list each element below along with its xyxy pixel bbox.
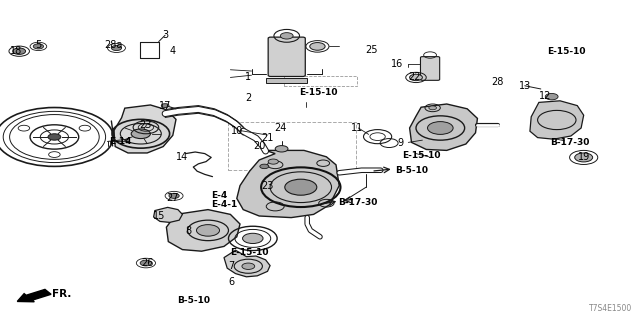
Text: 15: 15 xyxy=(152,211,165,221)
Text: B-17-30: B-17-30 xyxy=(338,198,378,207)
Polygon shape xyxy=(166,210,240,251)
Polygon shape xyxy=(410,104,477,150)
Circle shape xyxy=(169,193,179,198)
Text: 5: 5 xyxy=(35,40,42,51)
Text: E-15-10: E-15-10 xyxy=(300,88,338,97)
Circle shape xyxy=(429,106,436,110)
Text: 21: 21 xyxy=(261,133,274,143)
Text: 6: 6 xyxy=(228,277,235,287)
FancyBboxPatch shape xyxy=(420,57,440,80)
Text: 28a: 28a xyxy=(105,40,123,51)
FancyBboxPatch shape xyxy=(268,37,305,76)
Text: E-4-1: E-4-1 xyxy=(211,200,237,209)
Circle shape xyxy=(33,44,44,49)
Text: T7S4E1500: T7S4E1500 xyxy=(589,304,632,313)
Text: 20: 20 xyxy=(253,140,266,151)
Text: 12: 12 xyxy=(539,91,552,101)
Text: 2: 2 xyxy=(245,92,252,103)
Circle shape xyxy=(268,159,278,164)
Text: 14: 14 xyxy=(176,152,189,163)
Circle shape xyxy=(545,93,558,100)
Circle shape xyxy=(410,74,422,81)
Text: 8: 8 xyxy=(186,226,192,236)
Circle shape xyxy=(140,260,152,266)
Text: E-15-10: E-15-10 xyxy=(230,248,269,257)
Circle shape xyxy=(48,134,61,140)
Text: 24: 24 xyxy=(274,123,287,133)
Polygon shape xyxy=(237,150,339,218)
Text: 4: 4 xyxy=(170,46,176,56)
Circle shape xyxy=(13,48,26,54)
Circle shape xyxy=(310,43,325,50)
Text: 19: 19 xyxy=(577,152,590,163)
Circle shape xyxy=(196,225,220,236)
Circle shape xyxy=(280,33,293,39)
Text: 9: 9 xyxy=(397,138,403,148)
Text: 28: 28 xyxy=(492,76,504,87)
Text: E-15-10: E-15-10 xyxy=(402,151,440,160)
Text: E-4: E-4 xyxy=(211,191,227,200)
Circle shape xyxy=(285,179,317,195)
Polygon shape xyxy=(266,78,307,83)
Text: 22: 22 xyxy=(408,72,421,83)
Text: FR.: FR. xyxy=(52,289,72,299)
Text: B-17-30: B-17-30 xyxy=(550,138,590,147)
Text: 23: 23 xyxy=(139,120,152,131)
Circle shape xyxy=(428,122,453,134)
Circle shape xyxy=(242,263,255,269)
Text: 1: 1 xyxy=(245,72,252,82)
Text: B-5-10: B-5-10 xyxy=(177,296,210,305)
Circle shape xyxy=(275,146,288,152)
Polygon shape xyxy=(530,101,584,139)
Polygon shape xyxy=(224,250,270,277)
Text: E-15-10: E-15-10 xyxy=(547,47,586,56)
Polygon shape xyxy=(114,105,176,153)
Text: B-5-10: B-5-10 xyxy=(396,166,429,175)
Text: 13: 13 xyxy=(518,81,531,92)
Circle shape xyxy=(111,45,122,51)
Text: 27: 27 xyxy=(166,193,179,203)
FancyArrow shape xyxy=(17,289,51,302)
Bar xyxy=(228,122,356,170)
Circle shape xyxy=(260,164,269,169)
Text: 18: 18 xyxy=(10,46,22,56)
Circle shape xyxy=(131,129,150,139)
Text: 26: 26 xyxy=(141,258,154,268)
Bar xyxy=(284,76,357,86)
Text: E-14: E-14 xyxy=(109,137,131,146)
Circle shape xyxy=(575,153,593,162)
Text: 23: 23 xyxy=(261,181,274,191)
Text: 11: 11 xyxy=(351,123,364,133)
Circle shape xyxy=(161,104,169,108)
Text: 10: 10 xyxy=(230,125,243,136)
Circle shape xyxy=(243,233,263,244)
Text: 25: 25 xyxy=(365,44,378,55)
Text: 17: 17 xyxy=(159,101,172,111)
Text: 3: 3 xyxy=(162,30,168,40)
Text: 16: 16 xyxy=(390,59,403,69)
Polygon shape xyxy=(154,207,182,222)
Text: 7: 7 xyxy=(228,261,235,271)
